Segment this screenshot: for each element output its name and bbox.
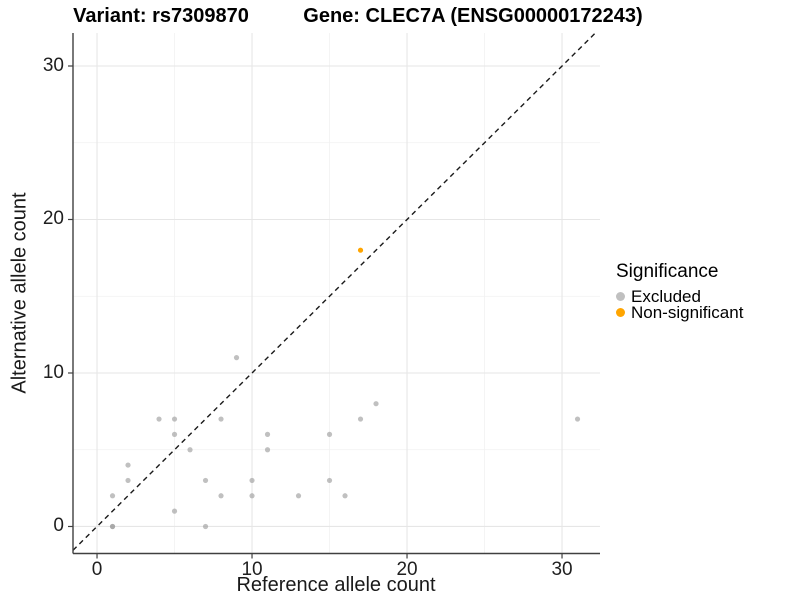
legend-title: Significance — [616, 261, 719, 282]
legend-item-label: Non-significant — [631, 302, 744, 322]
y-axis-title: Alternative allele count — [8, 192, 31, 394]
identity-dashed-line — [72, 32, 596, 551]
legend: Significance Excluded Non-significant — [616, 261, 744, 322]
legend-item-label: Excluded — [631, 287, 701, 307]
x-axis-title: Reference allele count — [236, 574, 436, 596]
excluded-dot-icon — [616, 292, 625, 302]
panel-background — [73, 33, 600, 554]
data-points — [109, 247, 581, 530]
plot-title-gene: Gene: CLEC7A (ENSG00000172243) — [303, 5, 643, 27]
legend-item-excluded: Excluded — [616, 287, 743, 307]
axis-tick-marks — [68, 65, 563, 559]
plot-title-variant: Variant: rs7309870 — [73, 5, 249, 27]
non-significant-dot-icon — [616, 307, 625, 317]
legend-item-non-significant: Non-significant — [616, 302, 744, 322]
gridlines — [73, 33, 600, 554]
